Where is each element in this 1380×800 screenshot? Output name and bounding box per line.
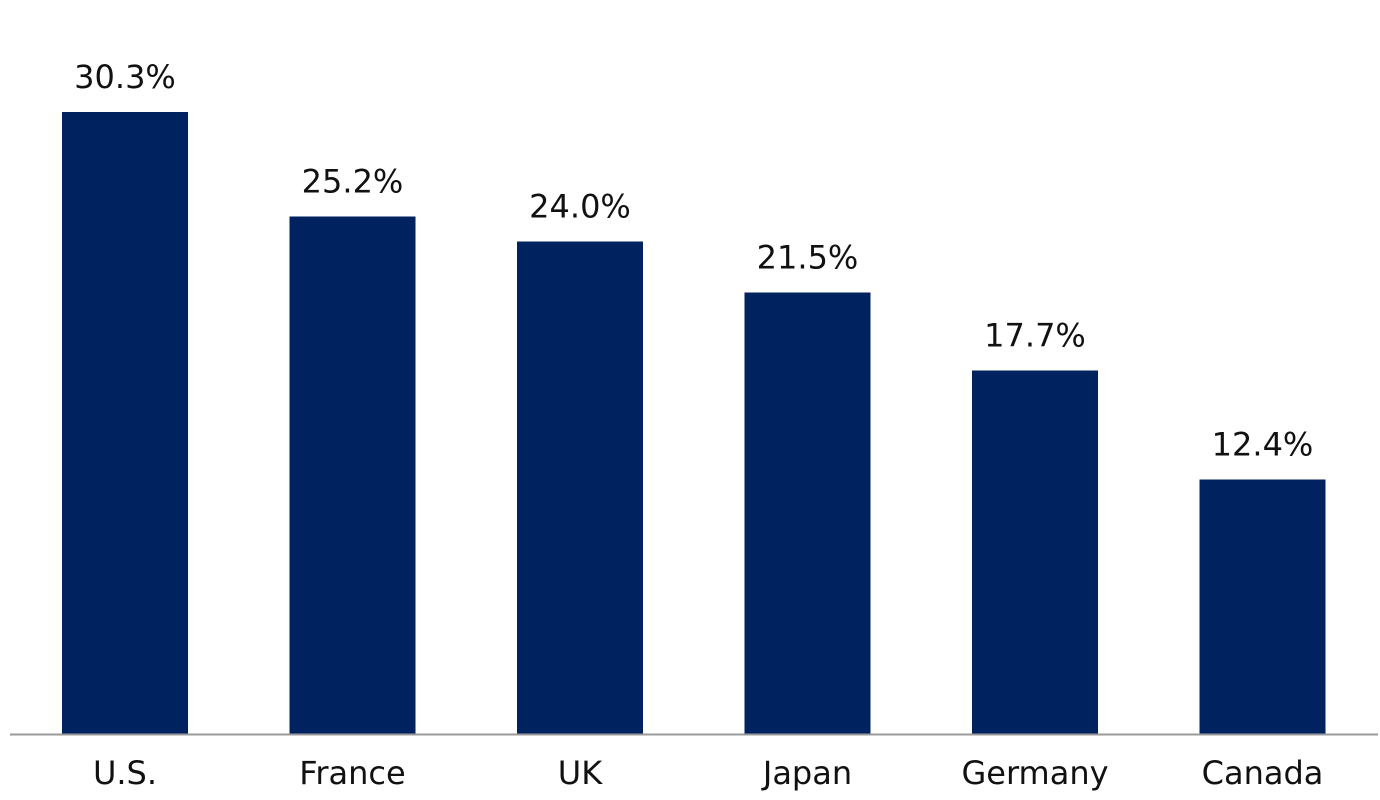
bar-u-s bbox=[62, 112, 188, 734]
data-label-germany: 17.7% bbox=[984, 317, 1086, 355]
data-label-japan: 21.5% bbox=[757, 239, 859, 277]
bar-france bbox=[289, 216, 416, 735]
bars bbox=[62, 112, 1326, 735]
tick-label-canada: Canada bbox=[1202, 754, 1324, 792]
bar-germany bbox=[972, 370, 1098, 734]
bar-japan bbox=[744, 292, 871, 734]
data-label-u-s: 30.3% bbox=[74, 58, 176, 96]
data-label-uk: 24.0% bbox=[529, 187, 631, 225]
tick-label-japan: Japan bbox=[761, 754, 852, 792]
tick-label-france: France bbox=[299, 754, 405, 792]
tick-label-uk: UK bbox=[558, 754, 603, 792]
data-label-canada: 12.4% bbox=[1212, 425, 1314, 463]
bar-canada bbox=[1199, 479, 1326, 734]
bar-uk bbox=[517, 241, 643, 735]
data-label-france: 25.2% bbox=[302, 163, 404, 201]
data-labels: 30.3% 25.2% 24.0% 21.5% 17.7% 12.4% bbox=[74, 58, 1313, 463]
tick-label-u-s: U.S. bbox=[93, 754, 157, 792]
tick-label-germany: Germany bbox=[961, 754, 1108, 792]
x-axis-tick-labels: U.S. France UK Japan Germany Canada bbox=[93, 754, 1323, 792]
